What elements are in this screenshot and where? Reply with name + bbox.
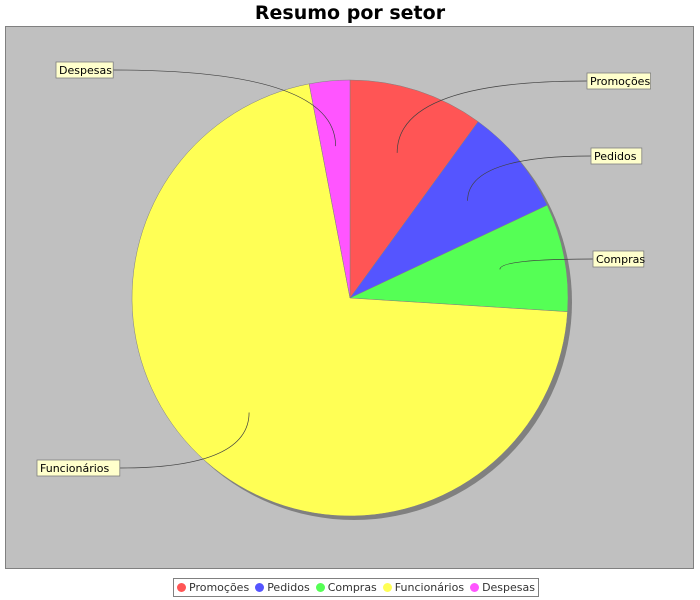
legend-label: Promoções — [189, 581, 250, 594]
pie-slice-despesas — [308, 79, 351, 299]
leader-line-funcionários — [119, 412, 250, 469]
leader-line-pedidos — [467, 155, 592, 201]
pie-slice-compras — [349, 204, 569, 312]
slice-label-funcionários: Funcionários — [40, 462, 110, 475]
pie-slice-pedidos — [349, 121, 548, 299]
slice-label-despesas: Despesas — [59, 64, 112, 77]
legend-swatch-icon — [470, 583, 480, 592]
legend: Promoções Pedidos Compras Funcionários Despe… — [173, 578, 539, 597]
slice-label-box — [590, 147, 643, 165]
slice-label-box — [36, 459, 121, 477]
leader-line-compras — [499, 258, 594, 270]
legend-swatch-icon — [315, 583, 325, 592]
legend-item: Funcionários — [382, 581, 465, 594]
leader-line-promoções — [396, 80, 588, 153]
legend-swatch-icon — [382, 583, 392, 592]
slice-label-promoções: Promoções — [590, 75, 650, 88]
legend-label: Pedidos — [267, 581, 310, 594]
slice-label-compras: Compras — [596, 253, 645, 266]
legend-item: Despesas — [470, 581, 535, 594]
legend-item: Pedidos — [255, 581, 310, 594]
slice-label-box — [586, 72, 651, 90]
slice-label-pedidos: Pedidos — [594, 150, 637, 163]
legend-item: Promoções — [177, 581, 249, 594]
chart-title: Resumo por setor — [254, 2, 446, 24]
legend-swatch-icon — [255, 583, 265, 592]
slice-label-box — [55, 61, 114, 79]
pie-slice-promoções — [349, 79, 479, 299]
legend-item: Compras — [315, 581, 377, 594]
legend-label: Compras — [327, 581, 377, 594]
slice-label-box — [592, 250, 645, 268]
pie-slice-funcionários — [131, 83, 568, 517]
leader-line-despesas — [113, 69, 336, 147]
legend-swatch-icon — [177, 583, 186, 592]
legend-label: Funcionários — [394, 581, 465, 594]
legend-label: Despesas — [482, 581, 535, 594]
